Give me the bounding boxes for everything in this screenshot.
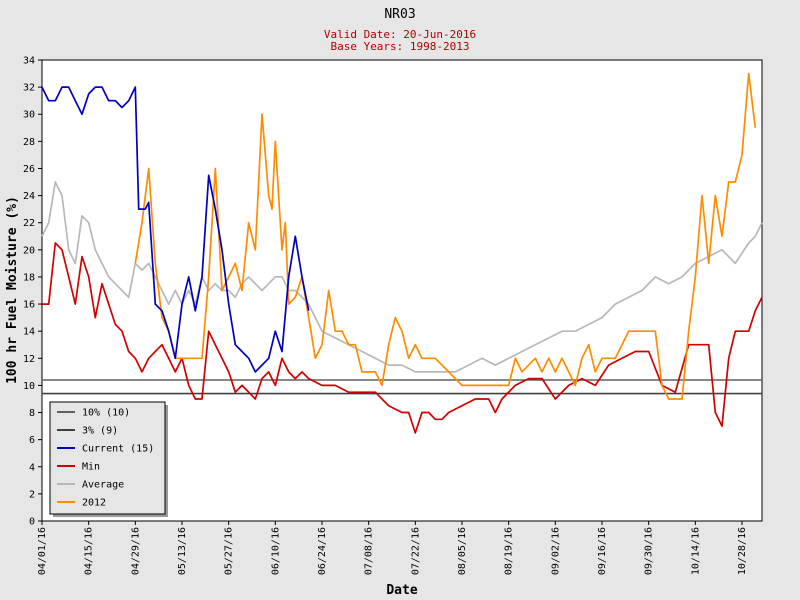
y-tick-label: 32 [23,83,35,94]
legend-label: Min [82,462,100,473]
legend-label: 10% (10) [82,408,130,419]
y-tick-label: 10 [23,381,35,392]
threshold-lines [42,379,762,395]
y-tick-label: 16 [23,300,35,311]
y-tick-label: 14 [23,327,35,338]
y-tick-label: 8 [29,408,35,419]
x-tick-label: 07/08/16 [364,527,375,575]
chart-title: NR03 [384,7,415,22]
x-tick-label: 04/29/16 [130,527,141,575]
y-tick-label: 26 [23,164,35,175]
series-lines [41,72,763,434]
y-tick-label: 20 [23,245,35,256]
y-tick-label: 2 [29,489,35,500]
x-tick-label: 04/15/16 [84,527,95,575]
y-tick-label: 22 [23,218,35,229]
series-line-current-15 [41,86,310,373]
x-tick-label: 05/27/16 [224,527,235,575]
legend-label: 3% (9) [82,426,118,437]
x-tick-label: 10/28/16 [737,527,748,575]
series-line-min [42,242,763,434]
y-tick-label: 0 [29,517,35,528]
x-tick-label: 09/02/16 [550,527,561,575]
x-tick-label: 05/13/16 [177,527,188,575]
chart-subtitle-valid-date: Valid Date: 20-Jun-2016 [324,28,476,41]
y-tick-label: 4 [29,462,35,473]
y-tick-label: 34 [23,56,35,67]
y-tick-label: 18 [23,272,35,283]
x-tick-label: 09/16/16 [597,527,608,575]
x-tick-label: 06/24/16 [317,527,328,575]
x-tick-label: 06/10/16 [270,527,281,575]
x-tick-label: 10/14/16 [690,527,701,575]
legend-label: 2012 [82,498,106,509]
x-tick-label: 09/30/16 [644,527,655,575]
y-tick-label: 24 [23,191,35,202]
y-tick-label: 30 [23,110,35,121]
x-axis-label: Date [386,583,417,598]
x-tick-label: 08/05/16 [457,527,468,575]
legend-label: Average [82,480,124,491]
y-tick-label: 12 [23,354,35,365]
legend-label: Current (15) [82,444,154,455]
legend-box [49,401,166,515]
x-axis: 04/01/16 04/15/16 04/29/16 05/13/16 05/27/16… [37,521,748,575]
legend: 10% (10) 3% (9) Current (15) Min Average 2012 [49,401,168,517]
x-tick-label: 04/01/16 [37,527,48,575]
x-tick-label: 08/19/16 [504,527,515,575]
y-axis-label: 100 hr Fuel Moisture (%) [5,196,20,384]
y-tick-label: 6 [29,435,35,446]
chart-subtitle-base-years: Base Years: 1998-2013 [330,40,469,53]
y-tick-label: 28 [23,137,35,148]
x-tick-label: 07/22/16 [410,527,421,575]
